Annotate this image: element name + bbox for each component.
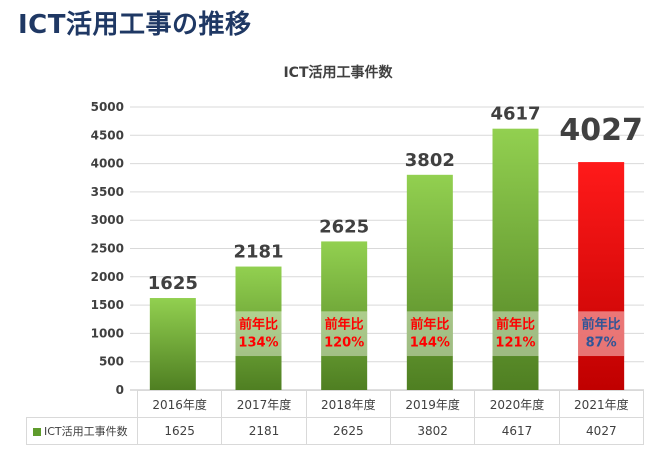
- yoy-value: 120%: [324, 335, 364, 350]
- yoy-band: [321, 311, 368, 357]
- y-tick-label: 0: [116, 383, 124, 397]
- table-cell: 2625: [305, 417, 391, 445]
- yoy-label: 前年比: [496, 316, 535, 332]
- yoy-value: 134%: [238, 335, 278, 350]
- data-label: 2625: [319, 216, 369, 237]
- y-tick-label: 2500: [91, 242, 124, 256]
- y-tick-label: 3000: [91, 213, 124, 227]
- y-tick-label: 4500: [91, 128, 124, 142]
- yoy-band: [492, 311, 539, 357]
- y-tick-label: 2000: [91, 270, 124, 284]
- yoy-band: [235, 311, 282, 357]
- yoy-label: 前年比: [325, 316, 364, 332]
- bar-2016年度: [149, 298, 196, 390]
- data-table: 2016年度 2017年度 2018年度 2019年度 2020年度 2021年…: [26, 390, 645, 445]
- bar-2018年度: [321, 241, 368, 390]
- y-tick-label: 5000: [91, 100, 124, 114]
- table-category: 2018年度: [305, 390, 391, 418]
- data-label: 3802: [405, 150, 455, 171]
- bar-2019年度: [406, 174, 453, 390]
- y-tick-label: 4000: [91, 157, 124, 171]
- data-label: 1625: [148, 273, 198, 294]
- table-cell: 2181: [221, 417, 307, 445]
- yoy-label: 前年比: [582, 316, 621, 332]
- table-row: ICT活用工事件数 1625 2181 2625 3802 4617 4027: [26, 417, 645, 445]
- page-title: ICT活用工事の推移: [18, 10, 252, 40]
- legend-label: ICT活用工事件数: [44, 425, 128, 438]
- table-category: 2017年度: [221, 390, 307, 418]
- legend-entry: ICT活用工事件数: [26, 417, 138, 445]
- yoy-band: [406, 311, 453, 357]
- yoy-value: 121%: [495, 335, 535, 350]
- yoy-band: [578, 311, 625, 357]
- table-category: 2021年度: [558, 390, 645, 418]
- yoy-value: 87%: [586, 335, 617, 350]
- table-category: 2019年度: [389, 390, 476, 418]
- legend-key: [33, 428, 41, 436]
- table-header-row: 2016年度 2017年度 2018年度 2019年度 2020年度 2021年…: [26, 390, 645, 418]
- bar-2017年度: [235, 266, 282, 390]
- y-tick-label: 1500: [91, 298, 124, 312]
- chart-title: ICT活用工事件数: [283, 64, 393, 81]
- yoy-value: 144%: [410, 335, 450, 350]
- yoy-label: 前年比: [239, 316, 278, 332]
- data-label: 4617: [490, 104, 540, 125]
- data-label: 4027: [559, 113, 643, 148]
- table-corner: [26, 390, 138, 418]
- table-cell: 4027: [558, 417, 645, 445]
- bar-2020年度: [492, 128, 539, 390]
- yoy-label: 前年比: [410, 316, 449, 332]
- table-cell: 4617: [474, 417, 560, 445]
- table-category: 2020年度: [474, 390, 560, 418]
- table-cell: 1625: [136, 417, 223, 445]
- y-tick-label: 500: [99, 355, 124, 369]
- y-tick-label: 1000: [91, 326, 124, 340]
- table-category: 2016年度: [136, 390, 223, 418]
- table-cell: 3802: [389, 417, 476, 445]
- data-label: 2181: [233, 242, 283, 263]
- y-tick-label: 3500: [91, 185, 124, 199]
